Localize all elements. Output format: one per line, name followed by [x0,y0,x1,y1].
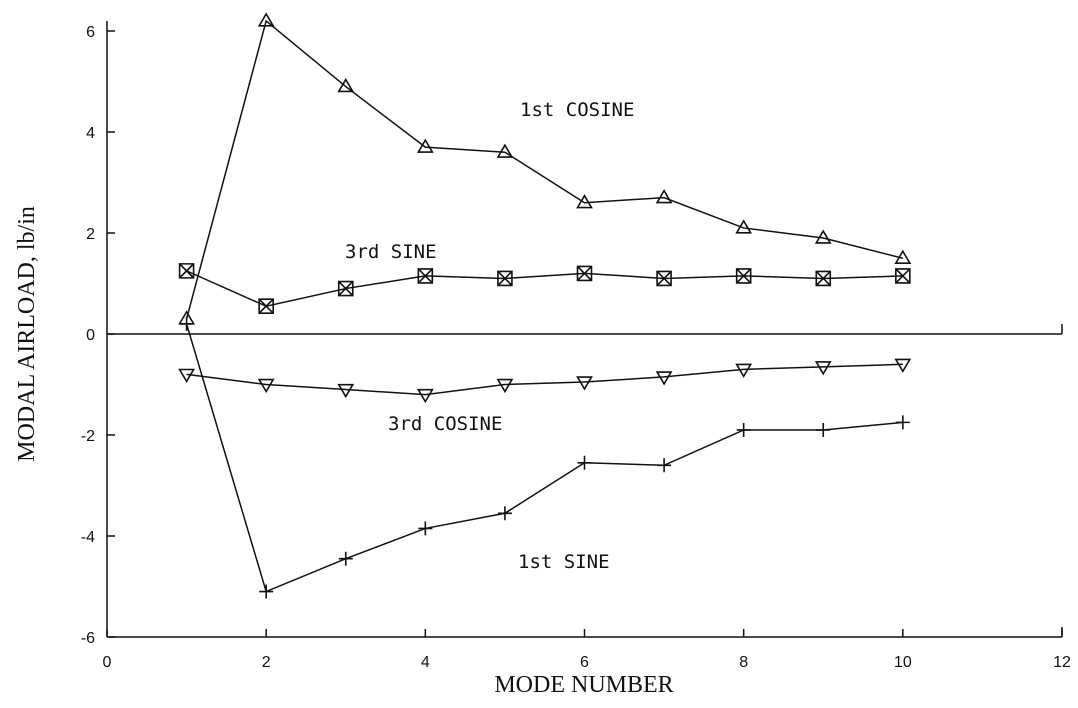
marker [258,298,274,315]
y-axis-label: MODAL AIRLOAD, lb/in [14,206,40,462]
marker [576,376,593,391]
series-label: 3rd SINE [345,241,437,263]
marker [418,521,433,536]
x-tick-label: 0 [103,654,112,671]
x-tick-label: 10 [894,654,912,671]
x-tick-label: 4 [421,654,430,671]
series-line [185,323,903,593]
y-tick-label: -4 [81,529,95,546]
marker [337,280,354,297]
y-tick-label: 0 [86,327,95,344]
marker [735,363,753,378]
marker [814,229,832,244]
marker [337,383,355,399]
series-line [186,363,903,396]
marker [814,361,832,376]
series-label: 1st SINE [518,551,610,573]
marker [816,422,831,437]
x-axis-label: MODE NUMBER [494,672,673,698]
marker [179,316,194,331]
marker [736,422,751,437]
marker [338,551,353,566]
marker [576,194,593,209]
marker [735,219,753,234]
marker [496,143,514,158]
y-tick-label: 6 [86,24,95,41]
y-tick-label: 2 [86,226,95,243]
series-line [185,19,904,320]
marker [416,388,434,404]
marker [337,77,355,93]
marker [894,249,912,264]
x-tick-label: 6 [580,654,589,671]
y-tick-label: 4 [86,125,95,142]
marker [259,584,274,599]
marker [257,378,275,394]
marker [655,189,673,204]
marker [417,268,434,284]
marker [497,270,513,287]
marker [815,270,832,287]
y-tick-label: -2 [81,428,95,445]
marker [178,263,195,279]
marker [657,458,672,473]
marker [894,358,912,373]
marker [895,415,910,430]
y-tick-label: -6 [81,630,95,647]
marker [576,265,593,282]
marker [577,455,592,470]
x-tick-label: 12 [1053,654,1071,671]
marker [416,138,434,153]
series-label: 1st COSINE [520,99,634,121]
marker [655,371,673,386]
marker [656,270,672,287]
series-label: 3rd COSINE [388,413,502,435]
marker [735,268,752,284]
marker [496,378,514,394]
marker [257,12,275,27]
series-line [186,270,903,308]
x-tick-label: 8 [739,654,748,671]
marker [178,368,195,383]
marker [895,268,911,284]
marker [497,506,512,521]
x-tick-label: 2 [262,654,271,671]
